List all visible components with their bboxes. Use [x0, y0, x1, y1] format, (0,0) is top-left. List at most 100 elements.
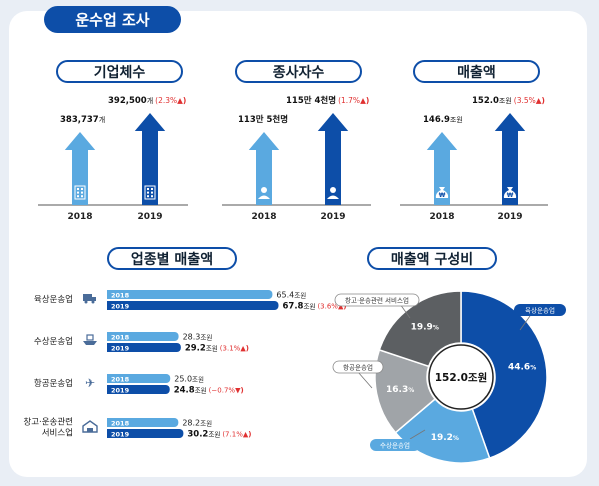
callout-label: 육상운송업: [525, 306, 555, 315]
slice-percent: 19.9%: [411, 323, 439, 333]
value-unit: %: [408, 387, 414, 394]
airplane-icon: ✈: [85, 376, 95, 390]
value-unit: %: [530, 365, 536, 372]
slice-percent: 44.6%: [508, 363, 536, 373]
kpi-year-2019: 2019: [497, 212, 522, 222]
value-number: 29.2: [185, 344, 206, 354]
industry-name: 창고·운송관련: [23, 417, 73, 428]
bar-2018: [107, 374, 171, 383]
bar-value-2019: 29.2조원 (3.1%▲): [185, 344, 249, 354]
building-window: [151, 191, 153, 194]
kpi-value-2019: 152.0조원 (3.5%▲): [472, 96, 545, 106]
value-number: 146.9: [423, 115, 450, 125]
section-title-sales-by-industry: 업종별 매출액: [107, 247, 237, 270]
building-window: [81, 188, 83, 190]
truck-icon: [83, 294, 92, 301]
building-icon: [144, 185, 156, 200]
kpi-arrow-2019: [317, 113, 349, 205]
value-unit: 개: [99, 115, 105, 124]
industry-name: 수상운송업: [34, 336, 73, 347]
kpi-value-2019: 392,500개 (2.3%▲): [108, 96, 186, 106]
kpi-arrow-2019: [494, 113, 526, 205]
won-sign: ₩: [507, 192, 514, 199]
section-title-composition: 매출액 구성비: [367, 247, 497, 270]
kpi-year-2018: 2018: [251, 212, 276, 222]
value-number: 24.8: [174, 386, 195, 396]
kpi-arrow-2018: [64, 132, 96, 205]
callout-box: [370, 439, 420, 451]
page-title: 운수업 조사: [44, 6, 181, 33]
bar-value-2018: 25.0조원: [174, 375, 204, 384]
bar-year-2018: 2018: [111, 420, 130, 428]
up-arrow-icon: ▲): [360, 96, 369, 105]
donut-center-label: 152.0조원: [435, 371, 488, 384]
bar-2019: [107, 429, 184, 438]
kpi-year-2018: 2018: [429, 212, 454, 222]
callout-box: [334, 293, 420, 307]
value-unit: 조원: [195, 386, 207, 395]
change-rate: (−0.7%: [209, 387, 236, 395]
value-number: 65.4: [276, 291, 294, 300]
value-number: 19.9: [411, 323, 433, 333]
bar-value-2019: 30.2조원 (7.1%▲): [187, 430, 251, 440]
up-arrow-icon: ▲): [177, 96, 186, 105]
ship-icon: [83, 341, 97, 345]
callout-line: [519, 315, 531, 331]
bar-2019: [107, 301, 279, 310]
callout-box: [332, 360, 384, 374]
donut-center: [428, 344, 494, 410]
value-unit: 조원: [200, 419, 212, 428]
kpi-value-2018: 146.9조원: [423, 115, 463, 125]
value-number: 383,737: [60, 115, 99, 125]
person-icon: [330, 187, 336, 193]
kpi-title-employees: 종사자수: [235, 60, 362, 83]
value-number: 16.3: [386, 385, 408, 395]
ship-cabin: [86, 334, 94, 341]
building-window: [77, 188, 79, 190]
warehouse-door: [87, 428, 93, 432]
value-unit: 조원: [303, 302, 315, 311]
value-unit: 개: [147, 96, 153, 105]
person-body: [258, 195, 270, 199]
value-unit: 조원: [192, 375, 204, 384]
change-rate: (7.1%: [222, 431, 243, 439]
callout-label: 창고·운송관련 서비스업: [345, 296, 409, 305]
truck-cab: [92, 297, 96, 301]
change-rate: (3.5%: [514, 96, 536, 105]
truck-wheel: [84, 300, 88, 304]
kpi-1: 2018 2019 113만 5천명 115만 4천명 (1.7%▲): [222, 95, 371, 222]
money-bag-icon: [435, 187, 449, 198]
bar-year-2018: 2018: [111, 292, 130, 300]
value-number: 28.3: [183, 333, 201, 342]
value-unit: 조원: [499, 96, 512, 105]
slice-percent: 19.2%: [431, 433, 459, 443]
bar-year-2019: 2019: [111, 345, 130, 353]
bar-2019: [107, 343, 181, 352]
up-arrow-icon: ▲): [240, 345, 249, 353]
industry-name: 육상운송업: [34, 294, 73, 305]
building-window: [147, 195, 149, 198]
value-unit: %: [453, 435, 459, 442]
bar-year-2019: 2019: [111, 303, 130, 311]
value-unit: 조원: [294, 291, 306, 300]
building-window: [151, 188, 153, 190]
kpi-value-2019: 115만 4천명 (1.7%▲): [286, 95, 369, 106]
value-number: 19.2: [431, 433, 453, 443]
callout-box: [514, 304, 566, 316]
kpi-arrow-2018: [248, 132, 280, 205]
up-arrow-icon: ▲): [536, 96, 545, 105]
up-arrow-icon: ▲): [338, 303, 347, 311]
value-number: 113만 5천명: [238, 114, 288, 125]
donut-slice: [378, 290, 462, 368]
building-window: [147, 188, 149, 190]
bar-2018: [106, 418, 179, 427]
value-number: 30.2: [187, 430, 208, 440]
value-number: 28.2: [182, 419, 200, 428]
building-window: [151, 195, 153, 198]
